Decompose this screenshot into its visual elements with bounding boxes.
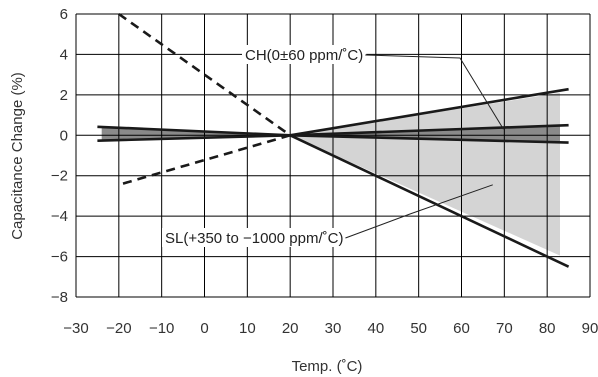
y-tick-label: −8 [51,289,68,306]
x-tick-label: −20 [106,320,131,337]
y-tick-label: 6 [60,6,68,23]
x-axis-title: Temp. (˚C) [292,358,363,375]
ch-band-right-area [290,125,560,143]
x-tick-label: 40 [367,320,384,337]
ch-lower-line [97,134,569,144]
ch-label-leader-line [365,54,504,130]
y-tick-label: −6 [51,249,68,266]
x-tick-label: 30 [325,320,342,337]
x-tick-label: 0 [200,320,208,337]
y-tick-label: 4 [60,46,68,63]
series-layer [97,12,570,268]
y-tick-label: −2 [51,168,68,185]
sl-label-background [162,228,347,247]
y-tick-label: 2 [60,87,68,104]
ch-label: CH(0±60 ppm/˚C) [245,47,363,64]
y-axis-title: Capacitance Change (%) [9,72,26,240]
x-tick-label: 80 [539,320,556,337]
sl-label: SL(+350 to −1000 ppm/˚C) [165,230,343,247]
annotations-layer: CH(0±60 ppm/˚C) SL(+350 to −1000 ppm/˚C) [162,45,504,247]
y-tick-label: −4 [51,208,68,225]
sl-upper-line [289,87,569,137]
y-tick-label: 0 [60,127,68,144]
x-tick-label: −30 [63,320,88,337]
sl-label-leader-line [345,184,493,239]
x-tick-label: 60 [453,320,470,337]
x-tick-label: 90 [582,320,598,337]
x-tick-label: 70 [496,320,513,337]
ch-label-background [242,45,367,64]
x-tick-label: 10 [239,320,256,337]
x-tick-label: 20 [282,320,299,337]
sl-lower-line [289,134,570,268]
x-tick-label: −10 [149,320,174,337]
x-tick-label: 50 [410,320,427,337]
